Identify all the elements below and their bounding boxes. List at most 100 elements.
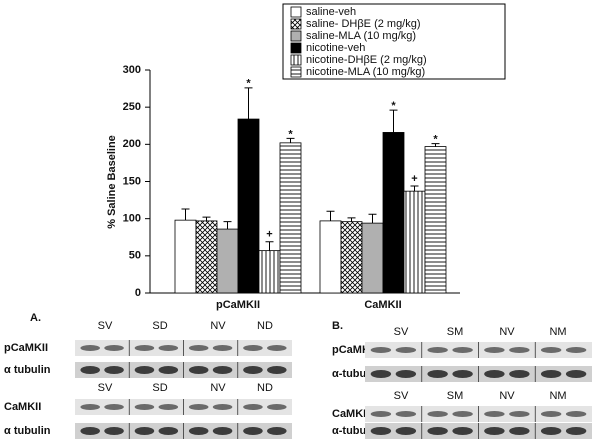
y-tick-label: 50 bbox=[129, 250, 141, 262]
blot-band bbox=[395, 347, 417, 353]
blot-band bbox=[104, 366, 124, 374]
bar bbox=[174, 219, 197, 294]
error-bar bbox=[244, 87, 253, 120]
legend-swatch bbox=[290, 18, 302, 30]
lane-label: ND bbox=[257, 320, 273, 332]
blot-band bbox=[484, 347, 505, 353]
error-bar bbox=[431, 143, 440, 147]
y-tick-label: 0 bbox=[135, 287, 141, 299]
bar bbox=[237, 118, 260, 294]
blot-band bbox=[370, 370, 392, 378]
row-label: α tubulin bbox=[4, 425, 51, 437]
blot-band bbox=[540, 427, 562, 435]
blot-band bbox=[104, 427, 124, 435]
blot-band bbox=[104, 404, 124, 410]
panel-label: B. bbox=[332, 320, 343, 332]
blot-band bbox=[158, 366, 179, 374]
blot-band bbox=[243, 345, 263, 351]
blot-band bbox=[370, 347, 392, 353]
significance-marker: * bbox=[433, 133, 438, 145]
blot-band bbox=[243, 427, 263, 435]
legend-swatch bbox=[290, 6, 302, 18]
row-label: pCaMKII bbox=[4, 342, 48, 354]
blot-band bbox=[565, 370, 587, 378]
x-tick-label: pCaMKII bbox=[216, 299, 260, 311]
blot-band bbox=[395, 427, 417, 435]
blot-band bbox=[212, 404, 233, 410]
significance-marker: + bbox=[411, 173, 417, 185]
blot-band bbox=[452, 347, 473, 353]
lane-label: NV bbox=[499, 390, 515, 402]
blot-band bbox=[395, 370, 417, 378]
blot-band bbox=[188, 404, 209, 410]
panel-label: A. bbox=[30, 312, 41, 324]
bar bbox=[403, 190, 426, 294]
blot-band bbox=[565, 411, 587, 417]
blot-band bbox=[267, 404, 287, 410]
blot-band bbox=[267, 427, 287, 435]
blot-band bbox=[104, 345, 124, 351]
legend-swatch bbox=[290, 54, 302, 66]
lane-label: ND bbox=[257, 382, 273, 394]
blot-band bbox=[80, 345, 100, 351]
error-bar bbox=[410, 185, 419, 192]
blot-band bbox=[565, 347, 587, 353]
legend-swatch bbox=[290, 42, 302, 54]
blot-band bbox=[509, 427, 530, 435]
lane-label: NM bbox=[549, 390, 566, 402]
blot-band bbox=[484, 370, 505, 378]
blot-band bbox=[452, 370, 473, 378]
bar bbox=[424, 146, 447, 294]
lane-label: NV bbox=[210, 382, 226, 394]
lane-label: SD bbox=[152, 320, 167, 332]
blot-band bbox=[267, 366, 287, 374]
legend-box bbox=[282, 3, 506, 80]
significance-marker: * bbox=[288, 128, 293, 140]
blot-band bbox=[427, 370, 448, 378]
row-label: CaMKII bbox=[332, 408, 369, 420]
row-label: CaMKII bbox=[4, 401, 41, 413]
bar bbox=[382, 132, 405, 294]
blot-band bbox=[134, 404, 155, 410]
lane-label: SD bbox=[152, 382, 167, 394]
error-bar bbox=[286, 137, 295, 143]
error-bar bbox=[326, 210, 335, 221]
y-tick-label: 150 bbox=[123, 175, 141, 187]
bar bbox=[195, 220, 218, 294]
blot-band bbox=[212, 366, 233, 374]
legend-label: saline-MLA (10 mg/kg) bbox=[306, 30, 416, 42]
bar bbox=[319, 220, 342, 294]
bar bbox=[361, 222, 384, 294]
blot-band bbox=[134, 345, 155, 351]
blot-band bbox=[509, 411, 530, 417]
blot-band bbox=[80, 404, 100, 410]
blot-band bbox=[80, 366, 100, 374]
legend-label: nicotine-veh bbox=[306, 42, 365, 54]
blot-band bbox=[452, 411, 473, 417]
blot-band bbox=[267, 345, 287, 351]
blot-band bbox=[212, 427, 233, 435]
blot-band bbox=[370, 411, 392, 417]
legend-swatch bbox=[290, 66, 302, 78]
blot-band bbox=[452, 427, 473, 435]
blot-band bbox=[243, 404, 263, 410]
blot-band bbox=[565, 427, 587, 435]
blot-band bbox=[134, 366, 155, 374]
blot-band bbox=[158, 404, 179, 410]
blot-band bbox=[509, 347, 530, 353]
legend-label: nicotine-MLA (10 mg/kg) bbox=[306, 66, 425, 78]
blot-band bbox=[427, 347, 448, 353]
y-tick-label: 300 bbox=[123, 64, 141, 76]
blot-band bbox=[80, 427, 100, 435]
lane-label: SV bbox=[98, 320, 113, 332]
y-tick-label: 200 bbox=[123, 138, 141, 150]
lane-label: NM bbox=[549, 326, 566, 338]
bar bbox=[279, 142, 302, 294]
blot-band bbox=[509, 370, 530, 378]
legend-label: saline- DHβE (2 mg/kg) bbox=[306, 18, 421, 30]
bar bbox=[340, 221, 363, 294]
lane-label: SM bbox=[447, 390, 464, 402]
blot-band bbox=[243, 366, 263, 374]
error-bar bbox=[389, 109, 398, 133]
